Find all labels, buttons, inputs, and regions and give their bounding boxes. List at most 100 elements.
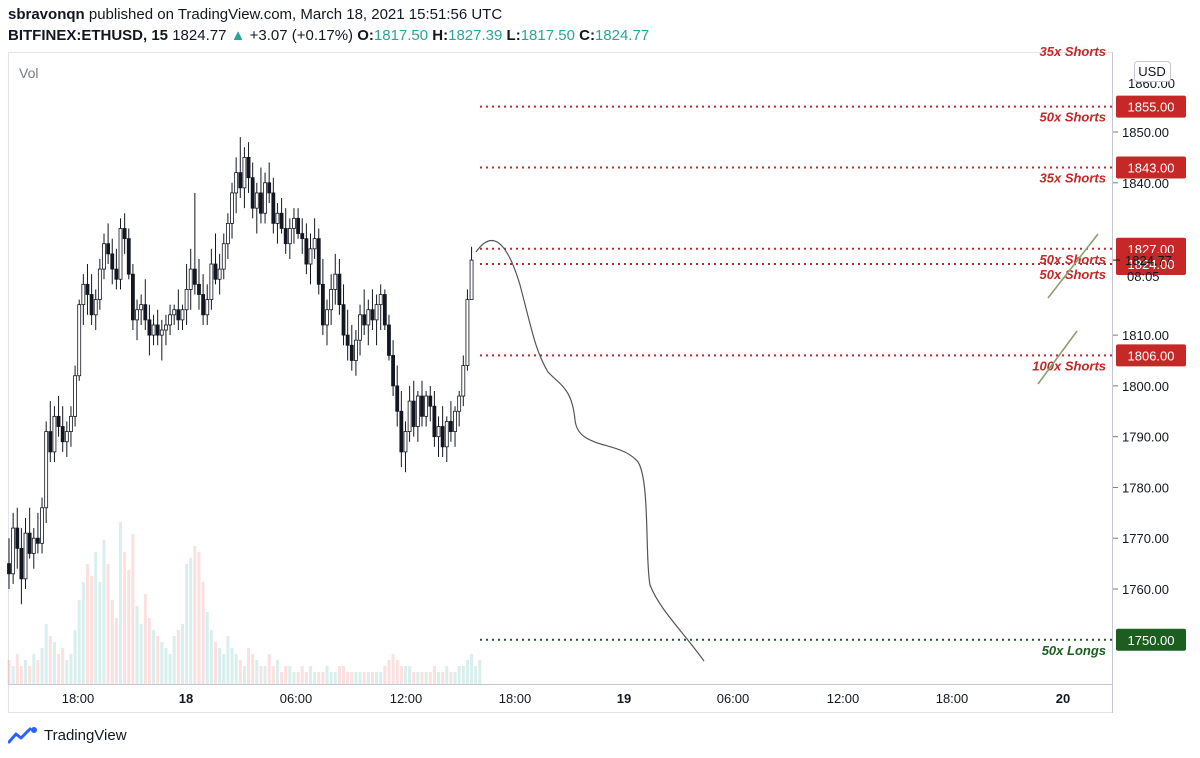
candle-body bbox=[349, 344, 354, 361]
volume-bar bbox=[52, 642, 56, 684]
volume-bar bbox=[19, 666, 23, 684]
projected-path-line[interactable] bbox=[475, 239, 705, 662]
chart-pane-border bbox=[8, 52, 1113, 713]
volume-bar bbox=[234, 654, 238, 684]
time-tick-label: 18 bbox=[179, 691, 193, 706]
candle-body bbox=[254, 192, 259, 209]
volume-bar bbox=[15, 654, 19, 684]
volume-bar bbox=[214, 642, 217, 684]
volume-bar bbox=[267, 654, 271, 684]
candle-body bbox=[135, 309, 139, 321]
candle-body bbox=[440, 426, 445, 448]
time-axis[interactable]: 18:00 18 06:00 12:00 18:00 19 06:00 12:00 18:00 2… bbox=[62, 691, 1071, 706]
high-label: H: bbox=[432, 27, 449, 44]
level-price-tag[interactable] bbox=[1116, 156, 1186, 179]
volume-bar bbox=[424, 672, 428, 684]
volume-bar bbox=[387, 660, 391, 684]
volume-bar bbox=[457, 666, 461, 684]
candle-body bbox=[444, 421, 449, 448]
volume-bar bbox=[408, 666, 412, 684]
trend-stroke-lower[interactable] bbox=[1037, 330, 1078, 385]
volume-bar bbox=[284, 666, 288, 684]
volume-bar bbox=[453, 672, 457, 684]
volume-bar bbox=[201, 582, 205, 684]
volume-bar bbox=[127, 570, 131, 684]
footer-brand[interactable]: TradingView bbox=[8, 726, 127, 744]
trend-stroke-upper[interactable] bbox=[1047, 233, 1099, 299]
candle-body bbox=[374, 304, 379, 321]
candle-body bbox=[102, 243, 106, 270]
candle-body bbox=[225, 222, 230, 245]
candle-body bbox=[85, 283, 90, 295]
level-price-label: 1855.00 bbox=[1128, 100, 1175, 115]
candle-body bbox=[391, 355, 395, 387]
volume-bar bbox=[251, 654, 255, 684]
level-price-tag[interactable] bbox=[1116, 344, 1186, 367]
candle-body bbox=[48, 431, 53, 453]
symbol-label[interactable]: BITFINEX:ETHUSD, 15 bbox=[8, 27, 169, 44]
candle-body bbox=[329, 289, 334, 311]
time-tick-label: 18:00 bbox=[499, 691, 532, 706]
volume-bar bbox=[114, 618, 118, 684]
volume-bar bbox=[193, 546, 197, 684]
candle-body bbox=[287, 228, 292, 245]
level-price-label: 1806.00 bbox=[1128, 348, 1175, 363]
last-price: 1824.77 bbox=[172, 27, 227, 44]
candle-body bbox=[27, 532, 32, 554]
candle-body bbox=[465, 299, 470, 366]
candle-body bbox=[469, 259, 474, 300]
candle-body bbox=[52, 415, 57, 453]
volume-bar bbox=[255, 660, 259, 684]
volume-bar bbox=[461, 666, 465, 684]
candle-body bbox=[341, 304, 346, 336]
candle-body bbox=[139, 304, 144, 311]
candle-body bbox=[436, 426, 441, 438]
candle-body bbox=[296, 217, 301, 234]
currency-badge[interactable] bbox=[1134, 61, 1171, 82]
candle-body bbox=[415, 395, 420, 427]
level-note: 35x Shorts bbox=[1040, 171, 1106, 186]
level-price-tag[interactable] bbox=[1116, 628, 1186, 651]
level-price-tag[interactable] bbox=[1116, 95, 1186, 118]
candle-body bbox=[180, 309, 185, 321]
volume-bar bbox=[449, 672, 453, 684]
volume-bar bbox=[172, 636, 176, 684]
candle-body bbox=[60, 426, 65, 443]
publish-line: sbravonqn published on TradingView.com, … bbox=[8, 5, 1188, 25]
volume-bar bbox=[7, 660, 11, 684]
volume-bar bbox=[321, 672, 325, 684]
author-name[interactable]: sbravonqn bbox=[8, 6, 85, 23]
price-axis[interactable]: 1850.00 1840.00 1810.00 1800.00 1790.00 1780.… bbox=[1113, 76, 1175, 597]
volume-bar bbox=[147, 618, 151, 684]
candle-body bbox=[164, 324, 168, 331]
candle-body bbox=[382, 294, 387, 326]
candle-body bbox=[292, 217, 296, 229]
volume-bar bbox=[40, 648, 44, 684]
publish-info: published on TradingView.com, March 18, … bbox=[88, 6, 503, 23]
candle-body bbox=[69, 415, 73, 432]
candle-body bbox=[118, 228, 123, 280]
volume-bar bbox=[218, 648, 222, 684]
candle-body bbox=[44, 431, 49, 509]
time-tick-label: 12:00 bbox=[390, 691, 423, 706]
candle-body bbox=[283, 228, 288, 245]
volume-bar bbox=[445, 666, 449, 684]
volume-bar bbox=[65, 660, 69, 684]
level-price-label: 1843.00 bbox=[1128, 161, 1175, 176]
candle-body bbox=[23, 532, 28, 580]
open-value: 1817.50 bbox=[373, 27, 429, 44]
candle-body bbox=[147, 319, 152, 336]
volume-bar bbox=[292, 672, 296, 684]
candle-body bbox=[411, 400, 416, 427]
candle-body bbox=[354, 339, 358, 361]
candle-body bbox=[184, 289, 189, 311]
candle-body bbox=[143, 304, 148, 321]
volume-bar bbox=[379, 672, 383, 684]
candle-body bbox=[64, 431, 69, 443]
level-price-tag[interactable] bbox=[1116, 253, 1186, 276]
volume-bar bbox=[73, 630, 77, 684]
candle-body bbox=[246, 156, 251, 179]
volume-bar bbox=[90, 576, 94, 684]
candle-body bbox=[300, 233, 305, 240]
